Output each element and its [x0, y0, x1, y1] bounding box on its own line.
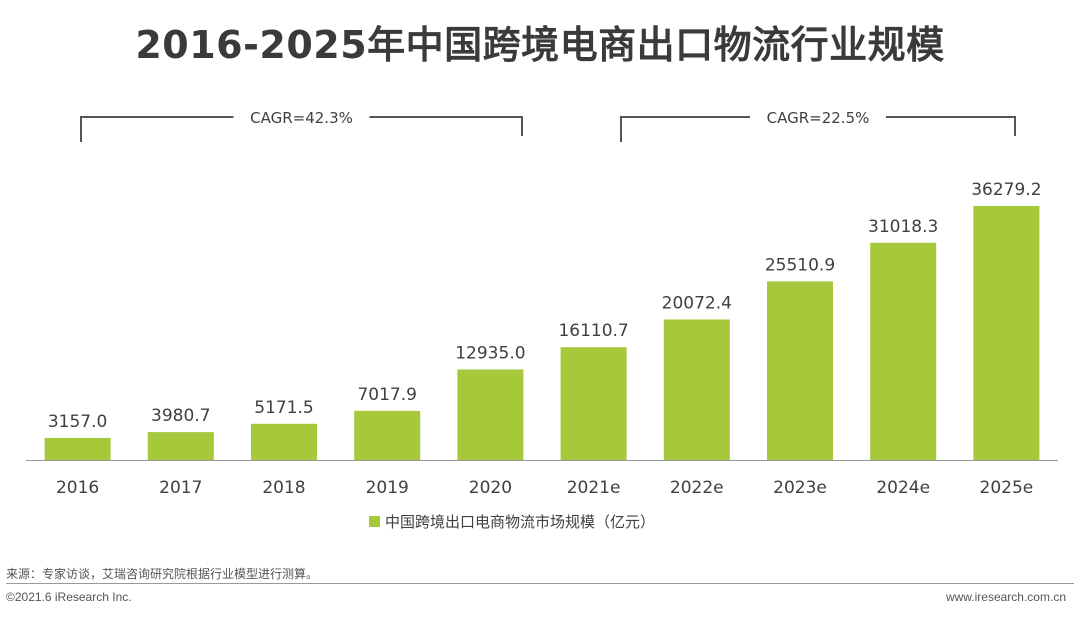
bar-2021e	[560, 347, 627, 460]
data-label-2016: 3157.0	[48, 412, 107, 432]
bar-2022e	[663, 319, 730, 460]
data-label-2017: 3980.7	[151, 406, 210, 426]
cagr-bracket-right-2	[886, 116, 1016, 136]
bar-2019	[354, 410, 421, 460]
x-tick-label-2019: 2019	[366, 478, 409, 498]
bar-2016	[44, 437, 111, 460]
data-label-2018: 5171.5	[254, 398, 313, 418]
bar-2020	[457, 369, 524, 460]
x-tick-label-2020: 2020	[469, 478, 512, 498]
data-label-2019: 7017.9	[357, 385, 416, 405]
data-label-2020: 12935.0	[455, 343, 525, 363]
data-label-2025e: 36279.2	[971, 180, 1041, 200]
copyright-text: ©2021.6 iResearch Inc.	[6, 590, 132, 604]
chart-title: 2016-2025年中国跨境电商出口物流行业规模	[135, 23, 945, 67]
x-tick-label-2021e: 2021e	[567, 478, 621, 498]
data-label-2021e: 16110.7	[558, 321, 628, 341]
data-label-2023e: 25510.9	[765, 255, 835, 275]
legend-swatch	[369, 516, 380, 527]
bar-2023e	[767, 281, 833, 460]
source-note: 来源：专家访谈，艾瑞咨询研究院根据行业模型进行测算。	[6, 567, 319, 581]
footer-divider	[6, 583, 1074, 584]
x-tick-label-2024e: 2024e	[876, 478, 930, 498]
legend-label: 中国跨境出口电商物流市场规模（亿元）	[385, 513, 655, 531]
x-tick-label-2023e: 2023e	[773, 478, 827, 498]
x-tick-label-2017: 2017	[159, 478, 202, 498]
x-tick-label-2025e: 2025e	[980, 478, 1034, 498]
x-tick-label-2022e: 2022e	[670, 478, 724, 498]
bar-2018	[251, 423, 317, 460]
cagr-bracket-left-2	[620, 116, 750, 142]
website-text: www.iresearch.com.cn	[945, 590, 1066, 604]
cagr-label-1: CAGR=42.3%	[250, 109, 353, 127]
x-tick-label-2016: 2016	[56, 478, 99, 498]
data-label-2022e: 20072.4	[662, 293, 732, 313]
cagr-bracket-right-1	[369, 116, 523, 136]
bar-2024e	[870, 242, 937, 460]
bar-2017	[147, 432, 214, 460]
cagr-label-2: CAGR=22.5%	[767, 109, 870, 127]
bar-chart: 3157.0 2016 3980.7 2017 5171.5 2018 7017.9 2019…	[26, 109, 1058, 531]
data-label-2024e: 31018.3	[868, 217, 938, 237]
x-tick-label-2018: 2018	[262, 478, 305, 498]
bar-2025e	[973, 206, 1040, 460]
cagr-bracket-left-1	[80, 116, 234, 142]
